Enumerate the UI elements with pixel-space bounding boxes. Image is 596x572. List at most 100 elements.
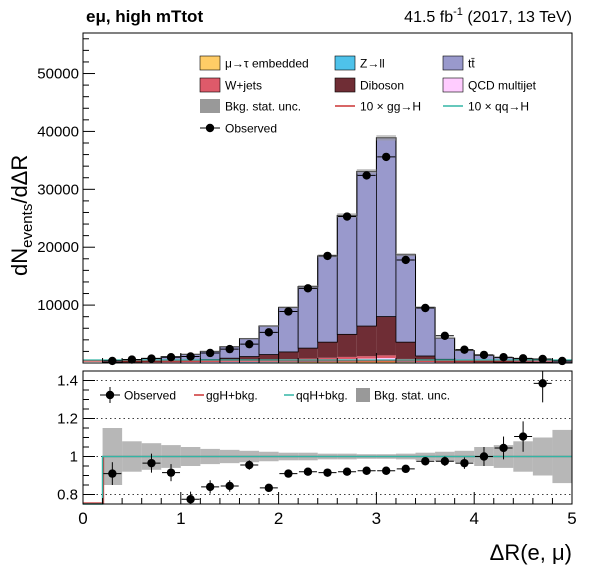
top-unc-8 (239, 337, 260, 340)
ratio-point-2 (166, 468, 176, 477)
observed-point-0 (108, 356, 117, 366)
ratio-point-8 (284, 469, 293, 478)
bar-3-15 (376, 355, 396, 359)
legend-label-3: W+jets (225, 79, 262, 93)
bar-4-8 (239, 356, 260, 361)
ratio-point-4 (205, 482, 215, 492)
ratio-points (103, 371, 552, 504)
observed-point-17 (440, 331, 450, 340)
ratio-point-11 (342, 467, 352, 476)
bar-0-14 (356, 361, 377, 363)
bar-4-13 (337, 334, 357, 357)
observed-point-23 (558, 356, 567, 366)
x-axis-ticks: 0 1 2 3 4 5 (78, 492, 577, 528)
observed-point-20 (499, 353, 508, 362)
bar-0-12 (317, 361, 338, 363)
ratio-point-21 (538, 379, 547, 388)
observed-point-13 (362, 171, 371, 180)
top-unc-9 (259, 325, 279, 327)
legend-label-2: tt̄ (468, 57, 475, 71)
legend-swatch-3 (199, 77, 221, 93)
legend-label-5: QCD multijet (468, 79, 537, 93)
bar-3-12 (317, 357, 338, 360)
ratio-point-10 (323, 468, 332, 477)
ratio-point-0 (108, 469, 117, 478)
observed-point-16 (421, 303, 430, 313)
observed-point-6 (225, 344, 234, 354)
bar-4-9 (259, 354, 279, 360)
observed-point-7 (245, 339, 254, 349)
observed-point-3 (166, 353, 176, 362)
ytick-label-0: 10000 (37, 297, 79, 314)
ratio-uncertainty-band (102, 428, 572, 485)
ratio-point-1 (147, 458, 156, 468)
main-plot: μ→τ embedded Z→ll tt̄ W+jets Diboson QCD mult… (37, 32, 573, 366)
ratio-point-19 (499, 443, 508, 453)
y-axis-ticks: 10000 20000 30000 40000 50000 (37, 38, 95, 352)
bar-0-15 (376, 361, 396, 363)
legend-label-9: Observed (225, 122, 277, 136)
legend-swatch-0 (199, 55, 221, 71)
ratio-point-3 (186, 495, 195, 504)
ratio-ytick-label-1: 1 (70, 449, 78, 466)
ratio-legend-swatch-3 (356, 388, 370, 402)
legend-marker-9 (205, 123, 215, 133)
legend-swatch-5 (442, 77, 464, 93)
ratio-point-16 (440, 457, 450, 466)
bar-5-14 (356, 170, 377, 327)
xtick-label-0: 0 (78, 509, 87, 528)
ratio-point-15 (421, 457, 430, 466)
x-axis-ticks-top (82, 353, 573, 363)
ratio-point-5 (225, 481, 234, 491)
legend-label-1: Z→ll (360, 57, 385, 71)
ratio-legend-label-3: Bkg. stat. unc. (374, 389, 450, 403)
observed-points (103, 152, 572, 366)
observed-point-15 (401, 255, 410, 265)
top-unc-15 (376, 135, 396, 141)
ytick-label-4: 50000 (37, 66, 79, 83)
bar-1-16 (395, 361, 416, 363)
observed-point-18 (460, 345, 469, 354)
observed-point-2 (147, 354, 156, 363)
observed-point-14 (381, 152, 391, 162)
y-axis-title-rest: /dΔR (7, 155, 32, 204)
bar-5-13 (336, 214, 358, 335)
x-axis-title: ΔR(e, μ) (490, 540, 572, 565)
channel-label: eμ, high mTtot (86, 7, 203, 26)
ratio-point-13 (381, 466, 391, 475)
bar-4-11 (298, 348, 318, 359)
ytick-label-2: 30000 (37, 181, 79, 198)
top-unc-16 (395, 253, 416, 257)
bar-2-7 (219, 361, 240, 363)
y-axis-title-main: dN (7, 248, 32, 276)
observed-point-10 (303, 284, 313, 293)
bar-4-16 (395, 342, 416, 359)
ratio-point-7 (264, 483, 274, 493)
bar-4-14 (356, 326, 377, 357)
bar-5-16 (395, 254, 416, 343)
legend-swatch-2 (442, 55, 464, 71)
ratio-legend-label-1: ggH+bkg. (206, 389, 258, 403)
main-plot-frame (82, 32, 573, 364)
ratio-y-axis-ticks: 0.8 1 1.2 1.4 (57, 373, 95, 504)
xtick-label-1: 1 (176, 509, 185, 528)
bar-4-20 (474, 361, 494, 363)
observed-point-21 (518, 354, 528, 363)
lumi-exponent: -1 (453, 6, 463, 18)
ratio-legend-marker-0 (105, 390, 115, 400)
observed-point-8 (264, 328, 274, 337)
ratio-point-18 (479, 452, 489, 461)
bar-4-12 (317, 342, 338, 358)
bar-4-10 (278, 351, 299, 360)
ratio-legend-label-0: Observed (124, 389, 176, 403)
observed-point-12 (342, 212, 352, 221)
legend-label-0: μ→τ embedded (225, 57, 309, 71)
ratio-point-12 (362, 466, 371, 475)
stacked-bars (83, 137, 573, 364)
ratio-plot: Observed ggH+bkg. qqH+bkg. Bkg. stat. unc. … (57, 370, 577, 528)
ytick-label-3: 40000 (37, 123, 79, 140)
signal-lines (83, 359, 572, 362)
bar-3-11 (298, 358, 318, 361)
bar-2-8 (239, 361, 260, 362)
